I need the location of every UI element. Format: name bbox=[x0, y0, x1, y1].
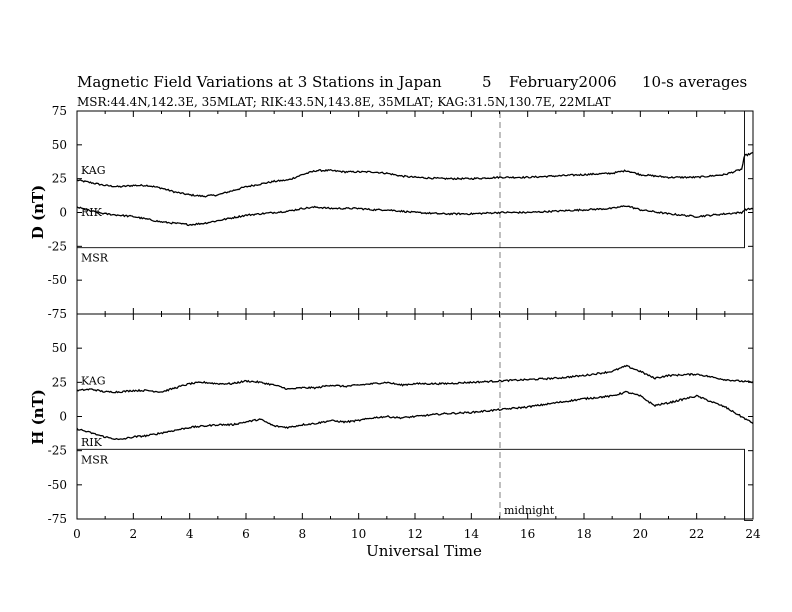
y-tick-label: 0 bbox=[59, 206, 67, 220]
y-tick-label: -50 bbox=[48, 478, 67, 492]
y-tick-label: -75 bbox=[48, 307, 67, 321]
x-tick-label: 2 bbox=[130, 527, 138, 541]
x-tick-label: 16 bbox=[520, 527, 535, 541]
x-tick-label: 24 bbox=[745, 527, 761, 541]
series-line-msr bbox=[77, 110, 753, 249]
x-tick-label: 18 bbox=[576, 527, 591, 541]
x-axis-title: Universal Time bbox=[366, 542, 482, 560]
series-line-rik bbox=[76, 205, 754, 227]
x-tick-label: 0 bbox=[73, 527, 81, 541]
bottom-ylabel: H (nT) bbox=[29, 389, 47, 445]
station-labels: KAG RIK MSR KAG RIK MSR bbox=[81, 164, 109, 466]
y-tick-label: -50 bbox=[48, 273, 67, 287]
x-tick-label: 4 bbox=[186, 527, 194, 541]
series-label-kag: KAG bbox=[81, 375, 106, 388]
y-tick-label: 25 bbox=[52, 172, 67, 186]
y-tick-label: -25 bbox=[48, 444, 67, 458]
y-tick-label: 75 bbox=[52, 104, 67, 118]
y-tick-label: 50 bbox=[52, 138, 67, 152]
data-traces bbox=[76, 110, 754, 521]
series-label-msr: MSR bbox=[81, 453, 109, 466]
series-line-kag bbox=[76, 151, 754, 198]
series-label-msr: MSR bbox=[81, 252, 109, 265]
series-label-kag: KAG bbox=[81, 164, 106, 177]
x-tick-label: 14 bbox=[464, 527, 480, 541]
series-label-rik: RIK bbox=[81, 436, 103, 449]
x-tick-label: 8 bbox=[299, 527, 307, 541]
series-line-msr bbox=[77, 448, 753, 521]
title-day: 5 bbox=[482, 73, 492, 91]
title-averaging: 10-s averages bbox=[642, 73, 747, 91]
chart-subtitle: MSR:44.4N,142.3E, 35MLAT; RIK:43.5N,143.… bbox=[77, 95, 611, 109]
series-line-kag bbox=[76, 364, 754, 394]
x-tick-label: 12 bbox=[407, 527, 422, 541]
y-tick-label: -75 bbox=[48, 512, 67, 526]
y-tick-label: 0 bbox=[59, 410, 67, 424]
y-tick-label: 25 bbox=[52, 375, 67, 389]
chart-title: Magnetic Field Variations at 3 Stations … bbox=[77, 73, 442, 91]
midnight-label: midnight bbox=[504, 504, 555, 517]
series-line-rik bbox=[76, 390, 754, 441]
x-tick-label: 10 bbox=[351, 527, 366, 541]
top-ylabel: D (nT) bbox=[29, 185, 47, 240]
x-tick-label: 20 bbox=[633, 527, 648, 541]
x-tick-label: 6 bbox=[242, 527, 250, 541]
y-tick-label: 50 bbox=[52, 341, 67, 355]
x-tick-label: 22 bbox=[689, 527, 704, 541]
title-month-year: February2006 bbox=[509, 73, 617, 91]
y-tick-label: -25 bbox=[48, 239, 67, 253]
series-label-rik: RIK bbox=[81, 206, 103, 219]
